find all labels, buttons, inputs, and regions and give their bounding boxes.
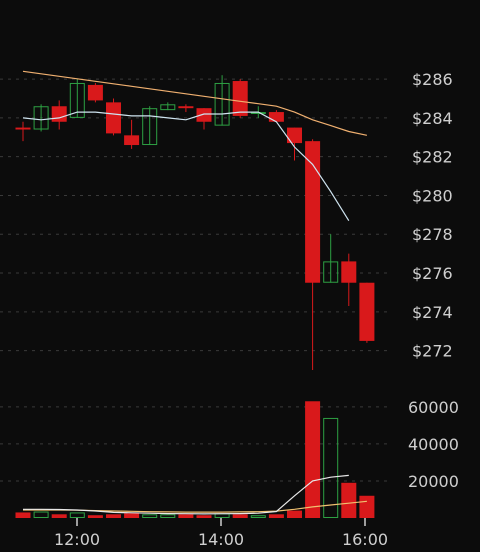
candle-body [268,112,284,122]
volume-gridlines [0,406,392,482]
candle-body [214,82,230,126]
volume-tick-label: 20000 [408,472,459,491]
candle [268,110,284,122]
volume-bar [232,514,248,518]
candle [15,121,31,142]
candle-body [51,106,67,122]
candle [178,104,194,113]
volume-bar [33,511,49,519]
candle [359,282,375,343]
candle [124,119,140,149]
price-ma-fast-line [22,111,350,222]
candle [87,82,103,103]
candle [305,139,321,370]
candle-body [142,108,158,146]
price-tick-label: $276 [412,264,453,283]
candle [341,253,357,306]
price-tick-label: $272 [412,342,453,361]
volume-bar [124,513,140,518]
candle [214,75,230,126]
volume-bar [305,401,321,518]
volume-bar [359,495,375,518]
time-tick-label: 12:00 [54,530,100,549]
price-moving-averages [22,70,368,222]
candle-body [232,81,248,116]
volume-moving-averages [23,474,367,515]
candle-body [178,106,194,109]
candle [69,79,85,118]
volume-bar [142,514,158,519]
candle-body [69,82,85,118]
candle-body [160,104,176,111]
volume-bar [178,514,194,518]
price-ma-slow-line [22,70,368,136]
volume-bar [287,510,302,518]
candle-body [305,141,321,283]
price-tick-label: $282 [412,148,453,167]
price-axis-labels: $286 $284 $282 $280 $278 $276 $274 $272 [412,70,453,361]
candle [287,127,302,161]
volume-ma-fast-line [23,474,349,515]
price-tick-label: $278 [412,225,453,244]
candle-body [33,106,49,130]
candle [196,108,212,130]
volume-bar [87,515,103,518]
volume-axis-labels: 60000 40000 20000 [408,398,459,491]
volume-bar [106,514,121,518]
volume-tick-label: 40000 [408,435,459,454]
price-tick-label: $280 [412,186,453,205]
candle-body [87,84,103,101]
candle [323,234,339,283]
candle [106,98,121,136]
volume-bar [15,512,31,518]
volume-bar [250,515,266,518]
volume-bar [268,514,284,518]
time-tick-label: 14:00 [198,530,244,549]
volume-tick-label: 60000 [408,398,459,417]
candle [142,106,158,146]
candle-body [323,261,339,283]
price-candles [15,75,375,370]
candle [232,79,248,118]
candle-body [341,261,357,283]
volume-bar [341,482,357,518]
candle-body [106,102,121,134]
price-tick-label: $284 [412,109,453,128]
candle-body [15,127,31,130]
time-tick-label: 16:00 [342,530,388,549]
volume-bar [323,417,339,518]
volume-bar [160,514,176,519]
price-tick-label: $274 [412,303,453,322]
candle [33,104,49,132]
volume-bars [15,401,375,519]
price-tick-label: $286 [412,70,453,89]
candle-body [124,135,140,146]
volume-bar [196,515,212,518]
volume-bar [69,512,85,518]
candle-body [359,282,375,341]
candle [160,102,176,111]
volume-bar [51,514,67,518]
candle-body [196,108,212,122]
candle-body [287,127,302,144]
time-axis: 12:00 14:00 16:00 [54,518,388,549]
